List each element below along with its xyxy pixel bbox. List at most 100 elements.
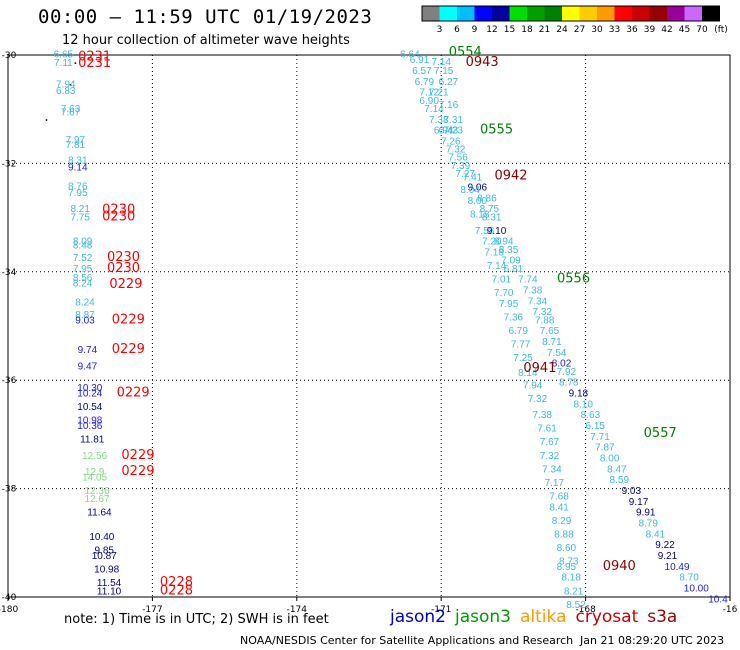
y-tick-label: -36 — [2, 376, 17, 386]
wave-height-point: 10.36 — [77, 421, 102, 432]
wave-height-point: 7.95 — [499, 299, 519, 310]
y-tick-label: -32 — [2, 159, 17, 169]
wave-height-point: 7.88 — [535, 315, 555, 326]
satellite-legend-cryosat: cryosat — [575, 607, 639, 627]
wave-height-point: 8.52 — [566, 600, 586, 611]
wave-height-point: 8.59 — [610, 475, 630, 486]
track-time-label: 0557 — [644, 426, 677, 441]
track-time-label: 0229 — [112, 342, 145, 357]
wave-height-point: 7.21 — [429, 88, 449, 99]
wave-height-point: 7.36 — [504, 313, 524, 324]
wave-height-point: 7.92 — [557, 367, 577, 378]
wave-height-point: 12.56 — [82, 451, 107, 462]
wave-height-point: 7.38 — [429, 115, 449, 126]
wave-height-point: 11.64 — [87, 508, 112, 519]
colorbar-swatch — [579, 6, 597, 21]
wave-height-point: 11.54 — [97, 578, 122, 589]
wave-height-point: 8.35 — [499, 245, 519, 256]
track-time-label: 0229 — [109, 277, 142, 292]
colorbar-swatch — [492, 6, 510, 21]
wave-height-point: 10.54 — [77, 402, 102, 413]
wave-height-point: 8.78 — [559, 378, 579, 389]
track-time-label: 0555 — [480, 123, 513, 138]
credit-text: NOAA/NESDIS Center for Satellite Applica… — [240, 634, 574, 647]
wave-height-point: 10.30 — [77, 383, 102, 394]
wave-height-point: 8.31 — [68, 155, 88, 166]
colorbar-tick-label: 30 — [591, 25, 603, 35]
track-time-label: 0230 — [102, 202, 135, 217]
track-dot — [69, 83, 72, 86]
wave-height-point: 7.32 — [446, 145, 466, 156]
colorbar-tick-label: 18 — [521, 25, 533, 35]
satellite-legend-altika: altika — [520, 607, 567, 627]
wave-height-point: 7.74 — [518, 275, 538, 286]
track-time-label: 0228 — [160, 583, 193, 598]
wave-height-point: 10.98 — [77, 416, 102, 427]
wave-height-point: 9.17 — [629, 497, 649, 508]
x-tick-label: -180 — [0, 605, 18, 615]
wave-height-point: 8.75 — [480, 204, 500, 215]
wave-height-point: 10.98 — [94, 565, 119, 576]
generation-timestamp: Jan 21 08:29:20 UTC 2023 — [580, 634, 725, 647]
wave-height-point: 9.85 — [95, 546, 115, 557]
wave-height-point: 7.97 — [66, 135, 86, 146]
wave-height-point: 7.23 — [443, 126, 463, 137]
colorbar-swatch — [684, 6, 702, 21]
wave-height-point: 7.81 — [66, 140, 86, 151]
y-tick-label: -38 — [2, 485, 17, 495]
colorbar-tick-label: 70 — [696, 25, 708, 35]
wave-height-point: 7.75 — [70, 212, 90, 223]
wave-height-point: 7.52 — [73, 253, 93, 264]
wave-height-point: 7.34 — [528, 296, 548, 307]
colorbar-swatch — [422, 6, 440, 21]
wave-height-point: 7.71 — [590, 432, 610, 443]
wave-height-point: 11.81 — [80, 435, 105, 446]
wave-height-point: 7.87 — [595, 443, 615, 454]
wave-height-point: 8.21 — [70, 204, 90, 215]
wave-height-point: 8.00 — [468, 196, 488, 207]
colorbar-tick-label: 45 — [679, 25, 690, 35]
x-tick-label: -168 — [575, 605, 596, 615]
wave-height-point: 11.10 — [97, 586, 122, 597]
wave-height-point: 12.36 — [85, 486, 110, 497]
satellite-legend-s3a: s3a — [647, 607, 678, 627]
wave-height-point: 10.24 — [77, 388, 102, 399]
wave-height-point: 7.32 — [533, 307, 553, 318]
colorbar-swatch — [614, 6, 632, 21]
wave-height-point: 6.57 — [412, 66, 432, 77]
track-time-label: 0556 — [557, 272, 590, 287]
wave-height-point: 6.94 — [434, 126, 454, 137]
wave-height-point: 8.21 — [564, 586, 584, 597]
colorbar-swatch — [562, 6, 580, 21]
wave-height-point: 7.67 — [61, 108, 81, 119]
wave-height-point: 7.01 — [492, 275, 512, 286]
wave-height-point: 7.68 — [549, 491, 569, 502]
colorbar-swatch — [632, 6, 650, 21]
wave-height-point: 14.05 — [82, 472, 107, 483]
wave-height-point: 7.27 — [456, 169, 476, 180]
wave-height-point: 6.65 — [54, 50, 74, 61]
wave-height-point: 7.25 — [513, 353, 533, 364]
wave-height-point: 8.94 — [494, 237, 514, 248]
wave-height-point: 6.15 — [585, 421, 605, 432]
wave-height-point: 7.61 — [537, 424, 557, 435]
colorbar-tick-label: 39 — [644, 25, 656, 35]
track-time-label: 0941 — [523, 361, 556, 376]
wave-height-point: 8.56 — [73, 273, 93, 284]
track-time-label: 0229 — [121, 448, 154, 463]
wave-height-point: 10.00 — [684, 584, 709, 595]
wave-height-point: 9.22 — [655, 540, 675, 551]
wave-height-point: 6.83 — [56, 86, 76, 97]
wave-height-point: 7.20 — [482, 237, 502, 248]
x-tick-label: -177 — [142, 605, 162, 615]
track-time-label: 0230 — [107, 250, 140, 265]
wave-height-point: 6.91 — [410, 55, 430, 66]
wave-height-point: 6.64 — [400, 50, 420, 61]
chart-subtitle: 12 hour collection of altimeter wave hei… — [62, 33, 350, 48]
wave-height-point: 8.88 — [554, 529, 574, 540]
wave-height-point: 7.38 — [523, 285, 543, 296]
wave-height-point: 8.73 — [559, 556, 579, 567]
colorbar-swatch — [667, 6, 685, 21]
wave-height-point: 7.09 — [501, 256, 521, 267]
wave-height-point: 6.27 — [439, 77, 459, 88]
